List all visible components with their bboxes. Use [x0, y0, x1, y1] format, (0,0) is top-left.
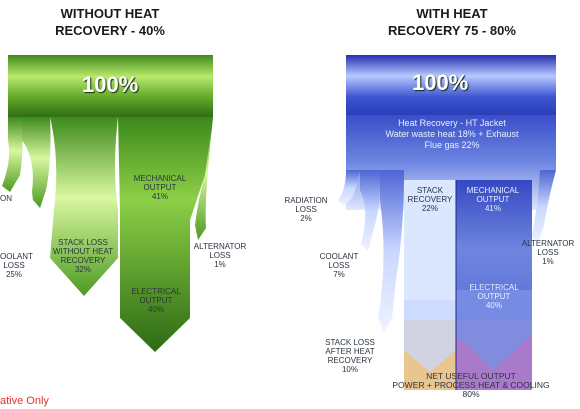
right-coolant-line2: LOSS [328, 261, 350, 270]
right-sankey [338, 55, 556, 390]
right-alternator-label: ALTERNATOR LOSS 1% [518, 239, 578, 266]
right-radiation-line3: 2% [300, 214, 312, 223]
left-stack-label: STACK LOSS WITHOUT HEAT RECOVERY 32% [50, 238, 116, 274]
left-stack-line3: RECOVERY [60, 256, 106, 265]
right-alt-line3: 1% [542, 257, 554, 266]
left-mech-line2: OUTPUT [143, 183, 177, 192]
right-stackafter-line1: STACK LOSS [325, 338, 375, 347]
left-stack-branch [50, 117, 118, 296]
right-mechanical-label: MECHANICAL OUTPUT 41% [460, 186, 526, 213]
left-radiation-label: ON [0, 194, 12, 203]
left-mech-line3: 41% [151, 192, 168, 201]
right-mech-line1: MECHANICAL [466, 186, 520, 195]
right-radiation-branch [338, 170, 360, 206]
left-coolant-line2: LOSS [3, 261, 25, 270]
right-electrical-arrow [456, 290, 532, 370]
left-total: 100% [82, 72, 139, 97]
left-header: WITHOUT HEAT RECOVERY - 40% [40, 5, 180, 39]
right-electrical-label: ELECTRICAL OUTPUT 40% [460, 283, 528, 310]
right-input-bar [346, 55, 556, 115]
right-stackafter-label: STACK LOSS AFTER HEAT RECOVERY 10% [320, 338, 380, 374]
left-radiation-branch [2, 117, 23, 192]
left-alt-line1: ALTERNATOR [193, 242, 247, 251]
right-stackafter-line4: 10% [341, 365, 358, 374]
left-header-line2: RECOVERY - 40% [55, 23, 165, 38]
left-sankey [2, 55, 213, 352]
left-coolant-branch [22, 117, 51, 208]
right-recovery-line1: Heat Recovery - HT Jacket [398, 118, 506, 128]
right-header-line1: WITH HEAT [416, 6, 488, 21]
left-alt-line2: LOSS [209, 251, 231, 260]
right-stackafter-line3: RECOVERY [327, 356, 373, 365]
right-net-label: NET USEFUL OUTPUT POWER + PROCESS HEAT &… [376, 372, 566, 399]
left-coolant-line3: 25% [5, 270, 22, 279]
left-mech-line1: MECHANICAL [133, 174, 187, 183]
right-mech-line3: 41% [484, 204, 501, 213]
right-radiation-label: RADIATION LOSS 2% [280, 196, 332, 223]
right-elec-line1: ELECTRICAL [469, 283, 519, 292]
right-radiation-line1: RADIATION [284, 196, 328, 205]
right-stackrec-line1: STACK [416, 186, 444, 195]
right-stackafter-line2: AFTER HEAT [325, 347, 375, 356]
right-coolant-line3: 7% [333, 270, 345, 279]
right-coolant-label: COOLANT LOSS 7% [312, 252, 366, 279]
left-elec-line2: OUTPUT [139, 296, 173, 305]
left-electrical-label: ELECTRICAL OUTPUT 40% [126, 287, 186, 314]
right-net-line2: POWER + PROCESS HEAT & COOLING [392, 380, 550, 390]
left-stack-line1: STACK LOSS [58, 238, 108, 247]
footnote: ative Only [0, 395, 49, 407]
right-recovery-label: Heat Recovery - HT Jacket Water waste he… [352, 118, 552, 151]
left-input-bar [8, 55, 213, 117]
right-stackrec-arrow [404, 300, 456, 372]
right-coolant-branch [360, 170, 381, 252]
right-stackrec-label: STACK RECOVERY 22% [402, 186, 458, 213]
left-mechanical-label: MECHANICAL OUTPUT 41% [130, 174, 190, 201]
left-header-line1: WITHOUT HEAT [60, 6, 160, 21]
right-elec-line3: 40% [485, 301, 502, 310]
left-stack-line4: 32% [74, 265, 91, 274]
left-elec-line3: 40% [147, 305, 164, 314]
right-stackrec-line3: 22% [421, 204, 438, 213]
right-alternator-branch [532, 170, 556, 244]
right-net-line3: 80% [462, 389, 480, 399]
right-radiation-line2: LOSS [295, 205, 317, 214]
right-total: 100% [412, 70, 469, 95]
right-mech-line2: OUTPUT [476, 195, 510, 204]
right-stackrec-line2: RECOVERY [407, 195, 453, 204]
right-stackafter-branch [378, 170, 404, 332]
left-alternator-branch [195, 117, 213, 240]
right-alt-line2: LOSS [537, 248, 559, 257]
left-coolant-line1: OOLANT [0, 252, 33, 261]
right-coolant-line1: COOLANT [319, 252, 359, 261]
left-alt-line3: 1% [214, 260, 226, 269]
right-alt-line1: ALTERNATOR [521, 239, 575, 248]
left-mechanical-branch [118, 117, 213, 352]
right-header: WITH HEAT RECOVERY 75 - 80% [372, 5, 532, 39]
right-elec-line2: OUTPUT [477, 292, 511, 301]
right-recovery-line2: Water waste heat 18% + Exhaust [385, 129, 519, 139]
right-header-line2: RECOVERY 75 - 80% [388, 23, 516, 38]
left-alternator-label: ALTERNATOR LOSS 1% [192, 242, 248, 269]
left-stack-line2: WITHOUT HEAT [52, 247, 114, 256]
left-elec-line1: ELECTRICAL [131, 287, 181, 296]
left-coolant-label: OOLANT LOSS 25% [0, 252, 33, 279]
right-net-line1: NET USEFUL OUTPUT [426, 371, 516, 381]
right-recovery-line3: Flue gas 22% [424, 140, 480, 150]
